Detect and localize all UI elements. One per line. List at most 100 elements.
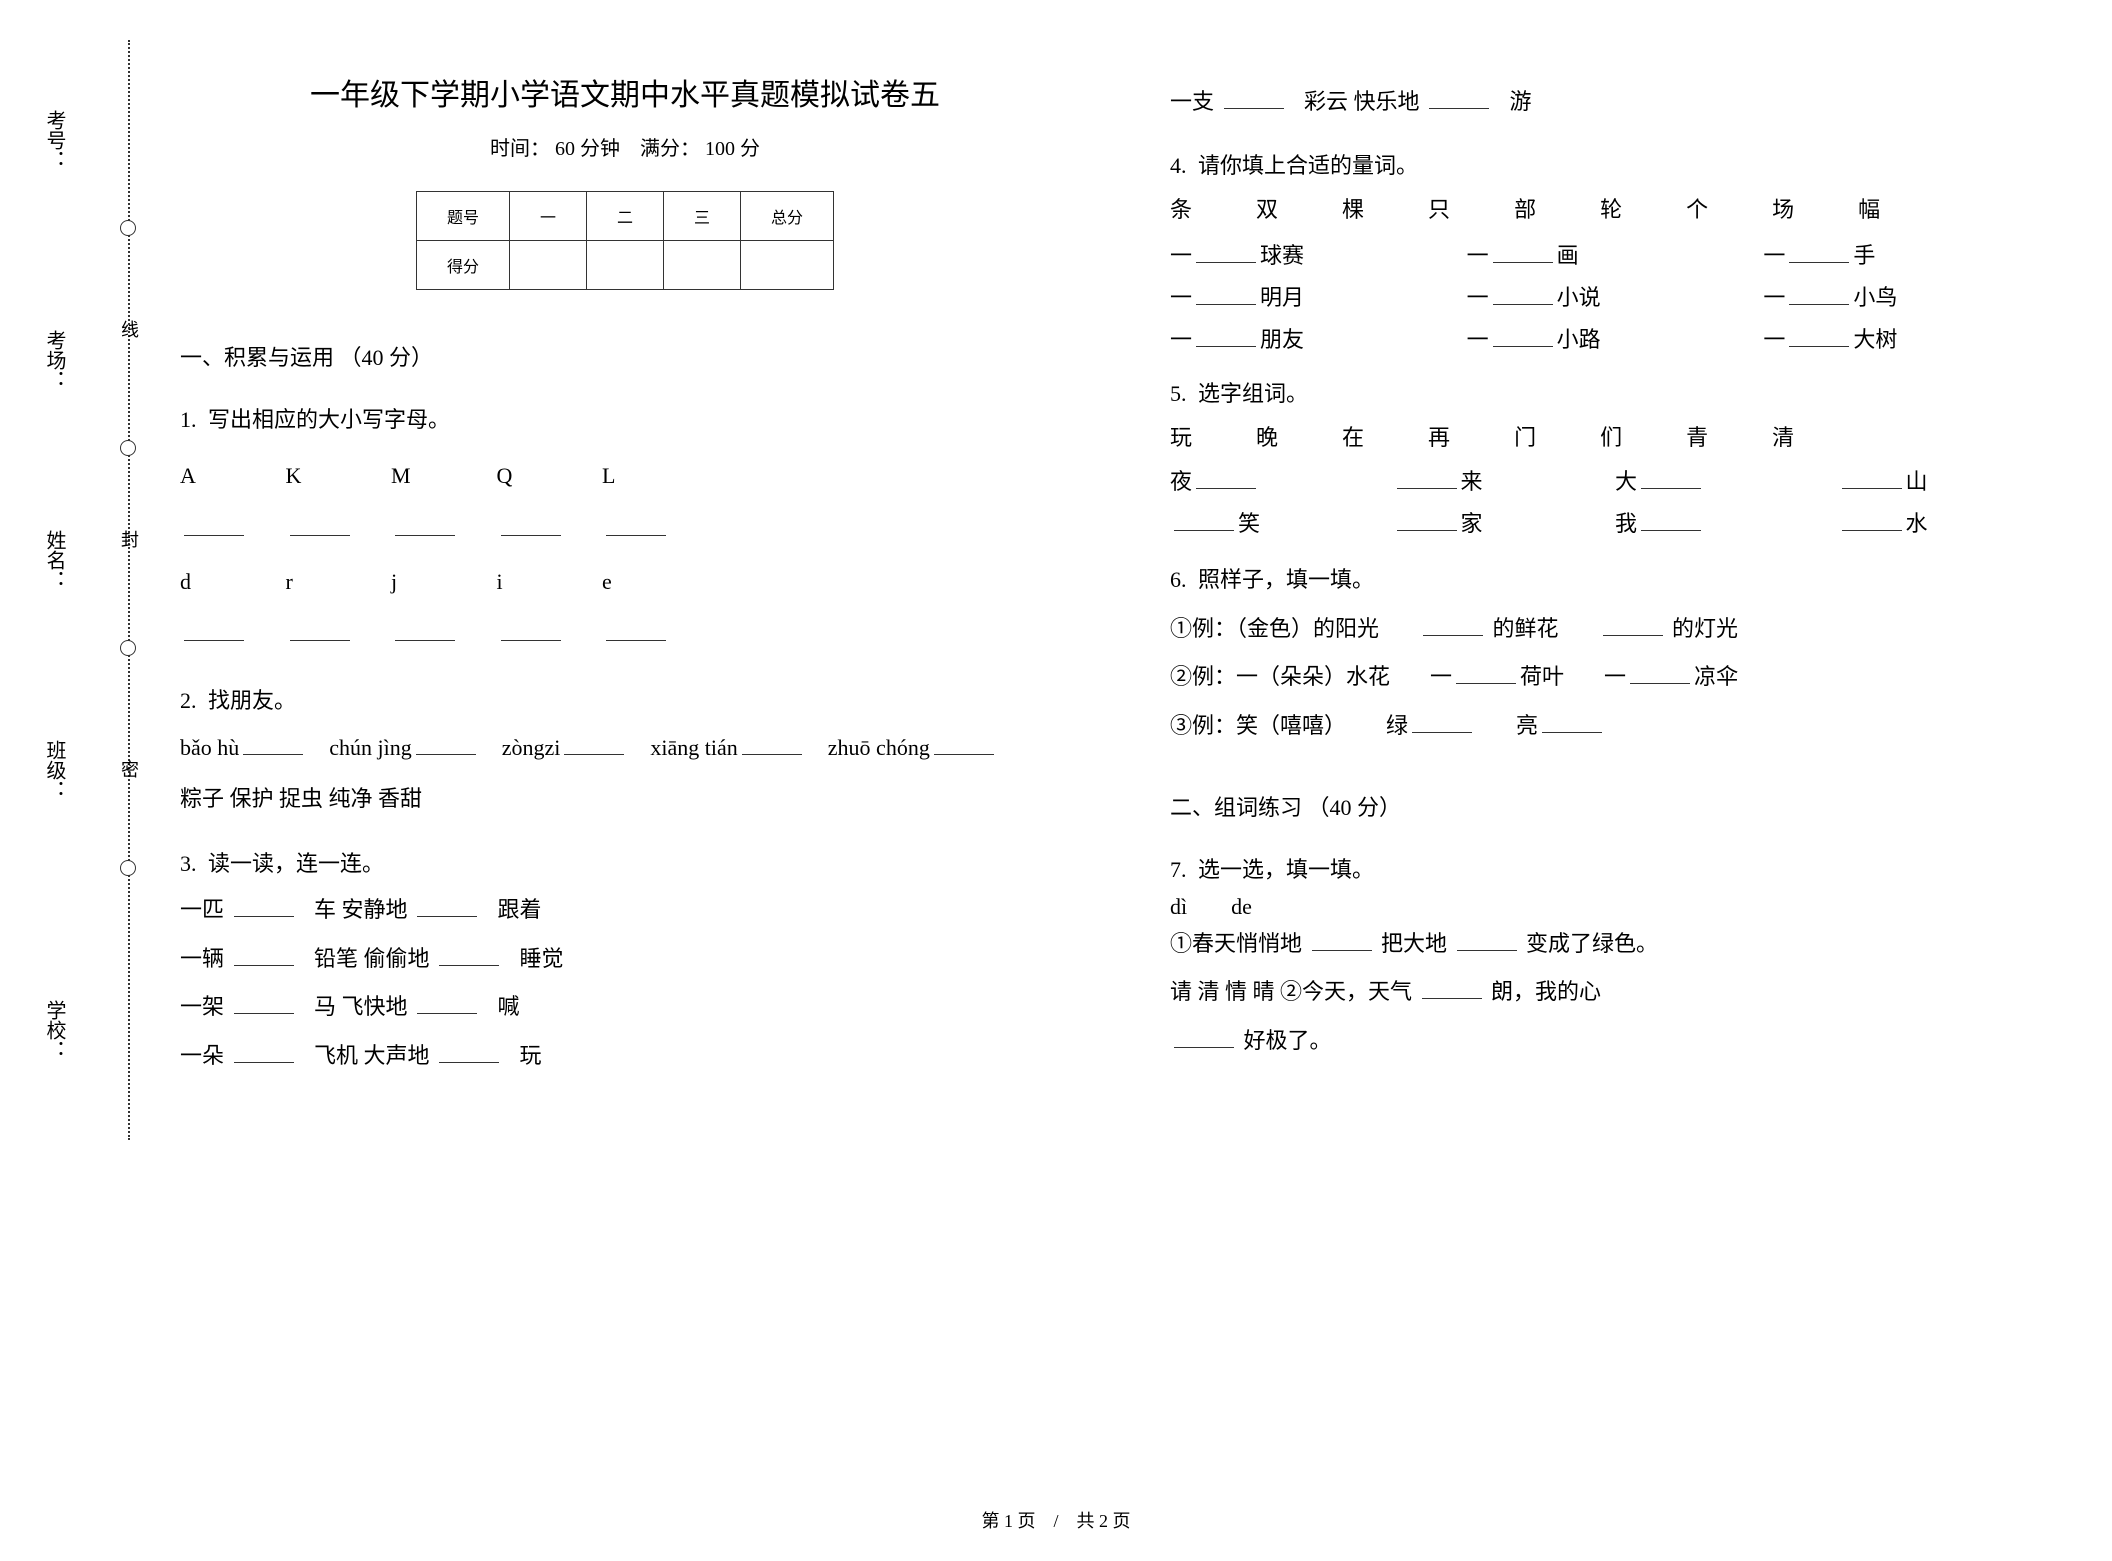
q7-l2b: 朗，我的心 xyxy=(1491,979,1601,1004)
q6-ex3: ③例：笑（嘻嘻） xyxy=(1170,702,1346,750)
q3-blank[interactable] xyxy=(1429,89,1489,109)
score-cell[interactable] xyxy=(586,241,663,290)
q5-blank[interactable] xyxy=(1641,511,1701,531)
q4-blank[interactable] xyxy=(1493,243,1553,263)
q7-l1c: 变成了绿色。 xyxy=(1526,931,1658,956)
q3-blank[interactable] xyxy=(439,946,499,966)
q3-blank[interactable] xyxy=(1224,89,1284,109)
q7-blank[interactable] xyxy=(1457,931,1517,951)
q1-upper: Q xyxy=(497,450,597,503)
q4-blank[interactable] xyxy=(1493,285,1553,305)
q2-words: 粽子 保护 捉虫 纯净 香甜 xyxy=(180,786,422,811)
q4-bank-word: 幅 xyxy=(1858,192,1880,224)
q5-bank-word: 清 xyxy=(1772,420,1794,452)
q2-blank[interactable] xyxy=(416,735,476,755)
score-cell[interactable] xyxy=(509,241,586,290)
q3-right: 玩 xyxy=(520,1043,542,1068)
q2-blank[interactable] xyxy=(934,735,994,755)
q5-text: 选字组词。 xyxy=(1198,381,1308,406)
question-3: 3. 读一读，连一连。 一匹 车 安静地 跟着一辆 铅笔 偷偷地 睡觉一架 马 … xyxy=(180,846,1070,1080)
q5-blank[interactable] xyxy=(1174,511,1234,531)
q2-blank[interactable] xyxy=(564,735,624,755)
q4-item: 一大树 xyxy=(1763,322,2060,354)
q5-num: 5. xyxy=(1170,381,1187,406)
score-cell[interactable] xyxy=(741,241,834,290)
q3-mid1: 车 xyxy=(314,897,336,922)
q4-blank[interactable] xyxy=(1789,243,1849,263)
q6-blank[interactable] xyxy=(1542,713,1602,733)
q6-text: 照样子，填一填。 xyxy=(1198,567,1374,592)
q5-item: 来 xyxy=(1393,464,1616,496)
q5-blank[interactable] xyxy=(1397,511,1457,531)
exam-subtitle: 时间： 60 分钟 满分： 100 分 xyxy=(180,132,1070,161)
score-col-2: 二 xyxy=(586,192,663,241)
q5-item: 笑 xyxy=(1170,506,1393,538)
q4-blank[interactable] xyxy=(1196,327,1256,347)
q3-blank[interactable] xyxy=(234,946,294,966)
q2-blank[interactable] xyxy=(742,735,802,755)
q1-lower: d xyxy=(180,556,280,609)
q4-blank[interactable] xyxy=(1789,285,1849,305)
q4-blank[interactable] xyxy=(1493,327,1553,347)
q1-blank[interactable] xyxy=(501,621,561,641)
q7-blank[interactable] xyxy=(1174,1028,1234,1048)
q3-right: 游 xyxy=(1510,89,1532,114)
q6-blank[interactable] xyxy=(1603,616,1663,636)
seal-word: 密 xyxy=(116,760,142,778)
q1-lower: i xyxy=(497,556,597,609)
q4-blank[interactable] xyxy=(1196,285,1256,305)
q7-blank[interactable] xyxy=(1422,979,1482,999)
q3-blank[interactable] xyxy=(417,897,477,917)
q6-blank[interactable] xyxy=(1630,664,1690,684)
score-col-1: 一 xyxy=(509,192,586,241)
q7-l2bank: 请 清 情 晴 xyxy=(1170,979,1275,1004)
q6-blank[interactable] xyxy=(1423,616,1483,636)
q7-blank[interactable] xyxy=(1312,931,1372,951)
score-cell[interactable] xyxy=(664,241,741,290)
q2-pinyin: zòngzi xyxy=(502,735,561,760)
q5-blank[interactable] xyxy=(1842,511,1902,531)
q1-blank[interactable] xyxy=(395,621,455,641)
q3-mid2: 大声地 xyxy=(364,1043,430,1068)
page-footer: 第 1 页 / 共 2 页 xyxy=(0,1507,2112,1533)
q4-blank[interactable] xyxy=(1789,327,1849,347)
q3-blank[interactable] xyxy=(439,1043,499,1063)
q6-blank[interactable] xyxy=(1412,713,1472,733)
q5-blank[interactable] xyxy=(1641,469,1701,489)
q3-blank[interactable] xyxy=(417,994,477,1014)
q1-blank[interactable] xyxy=(290,516,350,536)
q5-bank-word: 门 xyxy=(1514,420,1536,452)
q1-blank[interactable] xyxy=(184,516,244,536)
q5-blank[interactable] xyxy=(1842,469,1902,489)
q1-blank[interactable] xyxy=(606,621,666,641)
q3-text: 读一读，连一连。 xyxy=(208,851,384,876)
q2-num: 2. xyxy=(180,688,197,713)
q1-blank[interactable] xyxy=(501,516,561,536)
q2-blank[interactable] xyxy=(243,735,303,755)
q7-l1a: ①春天悄悄地 xyxy=(1170,931,1302,956)
q5-bank-word: 在 xyxy=(1342,420,1364,452)
binding-label: 姓名： xyxy=(40,530,69,590)
q1-blank[interactable] xyxy=(184,621,244,641)
q3-right: 喊 xyxy=(498,994,520,1019)
q1-blank[interactable] xyxy=(395,516,455,536)
q6-num: 6. xyxy=(1170,567,1187,592)
q5-blank[interactable] xyxy=(1397,469,1457,489)
binding-label: 考场： xyxy=(40,330,69,390)
full-value: 100 分 xyxy=(705,138,760,160)
score-col-total: 总分 xyxy=(741,192,834,241)
q1-blank[interactable] xyxy=(606,516,666,536)
q1-blank[interactable] xyxy=(290,621,350,641)
question-1: 1. 写出相应的大小写字母。 A K M Q L d xyxy=(180,402,1070,661)
q3-left: 一辆 xyxy=(180,946,224,971)
q4-blank[interactable] xyxy=(1196,243,1256,263)
binding-label: 班级： xyxy=(40,740,69,800)
q3-blank[interactable] xyxy=(234,897,294,917)
q6-blank[interactable] xyxy=(1456,664,1516,684)
binding-edge: 考号： 考场： 姓名： 班级： 学校： 线 封 密 xyxy=(80,40,140,1140)
q3-blank[interactable] xyxy=(234,1043,294,1063)
q6-t: 绿 xyxy=(1386,713,1408,738)
time-value: 60 分钟 xyxy=(555,138,620,160)
q5-blank[interactable] xyxy=(1196,469,1256,489)
q3-blank[interactable] xyxy=(234,994,294,1014)
